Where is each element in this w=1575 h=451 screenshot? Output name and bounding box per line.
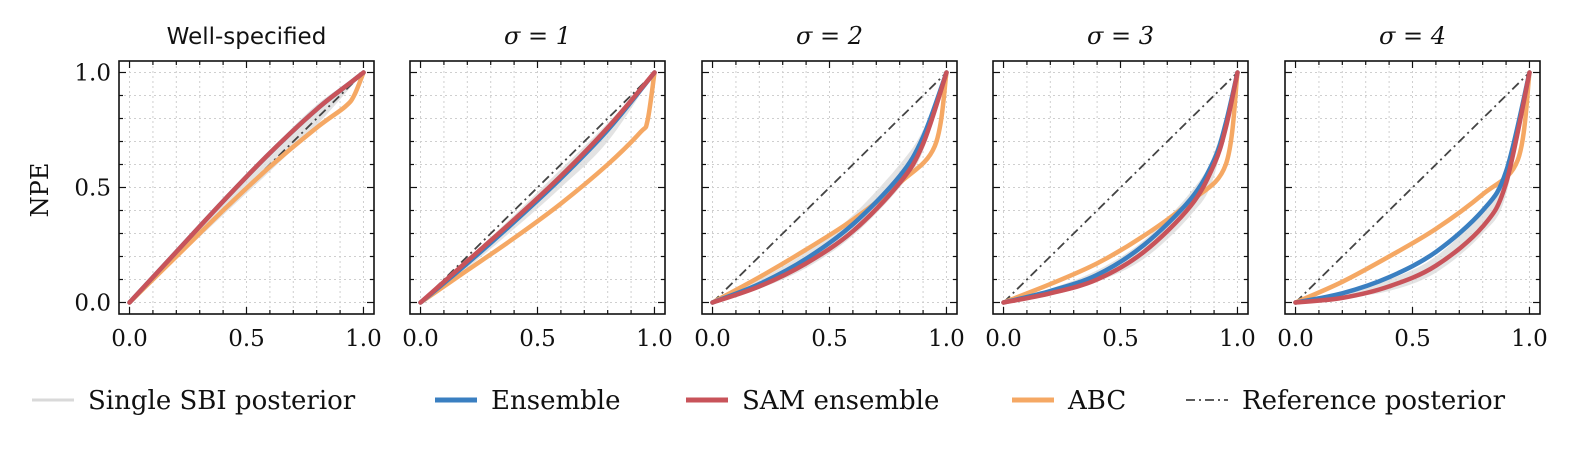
x-tick-label: 1.0 [1511, 326, 1548, 352]
panel-5: 0.0 0.5 1.0 σ = 4 [1277, 22, 1548, 352]
panel-3: 0.0 0.5 1.0 σ = 2 [694, 22, 965, 352]
x-tick-label: 0.5 [228, 326, 265, 352]
panel-title: σ = 2 [796, 22, 863, 50]
legend-label: ABC [1067, 386, 1126, 416]
reference-posterior-line [128, 71, 365, 304]
ticks [993, 61, 1248, 314]
x-tick-label: 0.0 [1277, 326, 1314, 352]
panel-title: σ = 3 [1087, 22, 1154, 50]
ticks [410, 61, 665, 314]
legend-item-sam-ensemble: SAM ensemble [686, 386, 939, 416]
sam-ensemble-line [710, 70, 949, 305]
x-tick-label: 0.0 [694, 326, 731, 352]
x-tick-label: 1.0 [1219, 326, 1256, 352]
legend-label: Ensemble [491, 386, 620, 416]
x-tick-label: 0.0 [402, 326, 439, 352]
panel-2: 0.0 0.5 1.0 σ = 1 [402, 22, 673, 352]
y-axis-label: NPE [26, 163, 54, 218]
sam-ensemble-line [1293, 70, 1532, 305]
legend-item-reference: Reference posterior [1186, 386, 1506, 416]
abc-line [1293, 70, 1532, 305]
ticks [119, 61, 374, 314]
x-tick-label: 1.0 [345, 326, 382, 352]
panel-4: 0.0 0.5 1.0 σ = 3 [985, 22, 1256, 352]
legend-label: Single SBI posterior [88, 386, 356, 416]
panel-1: 0.0 0.5 1.0 0.0 0.5 1.0 Well-specified [74, 24, 381, 352]
legend-item-single-sbi: Single SBI posterior [32, 386, 356, 416]
ensemble-line [1293, 70, 1532, 305]
abc-line [418, 70, 657, 305]
x-tick-label: 0.0 [985, 326, 1022, 352]
reference-posterior-line [711, 71, 948, 304]
reference-posterior-line [1002, 71, 1239, 304]
panel-title: Well-specified [167, 24, 327, 50]
single-sbi-band [1295, 72, 1530, 303]
x-tick-label: 0.5 [811, 326, 848, 352]
y-tick-label: 0.0 [74, 291, 111, 317]
legend: Single SBI posterior Ensemble SAM ensemble… [32, 386, 1506, 416]
x-tick-label: 1.0 [636, 326, 673, 352]
sam-ensemble-line [418, 70, 657, 305]
abc-line [127, 70, 366, 305]
sam-ensemble-line [127, 70, 366, 305]
y-tick-label: 0.5 [74, 176, 111, 202]
grid [119, 61, 374, 314]
reference-posterior-line [419, 71, 656, 304]
legend-item-abc: ABC [1012, 386, 1126, 416]
sam-ensemble-line [1001, 70, 1240, 305]
legend-item-ensemble: Ensemble [435, 386, 620, 416]
x-tick-label: 0.0 [111, 326, 148, 352]
abc-line [1001, 70, 1240, 305]
x-tick-label: 0.5 [519, 326, 556, 352]
ticks [702, 61, 957, 314]
x-tick-label: 0.5 [1394, 326, 1431, 352]
panel-title: σ = 4 [1379, 22, 1446, 50]
panel-title: σ = 1 [504, 22, 571, 50]
x-tick-label: 0.5 [1102, 326, 1139, 352]
reference-posterior-line [1294, 71, 1531, 304]
y-tick-label: 1.0 [74, 61, 111, 87]
panels: 0.0 0.5 1.0 0.0 0.5 1.0 Well-specified 0.0 0.5 1.… [74, 22, 1547, 352]
legend-label: Reference posterior [1242, 386, 1506, 416]
legend-label: SAM ensemble [742, 386, 939, 416]
single-sbi-band [712, 72, 947, 303]
abc-line [710, 70, 949, 305]
ticks [1285, 61, 1540, 314]
x-tick-label: 1.0 [928, 326, 965, 352]
